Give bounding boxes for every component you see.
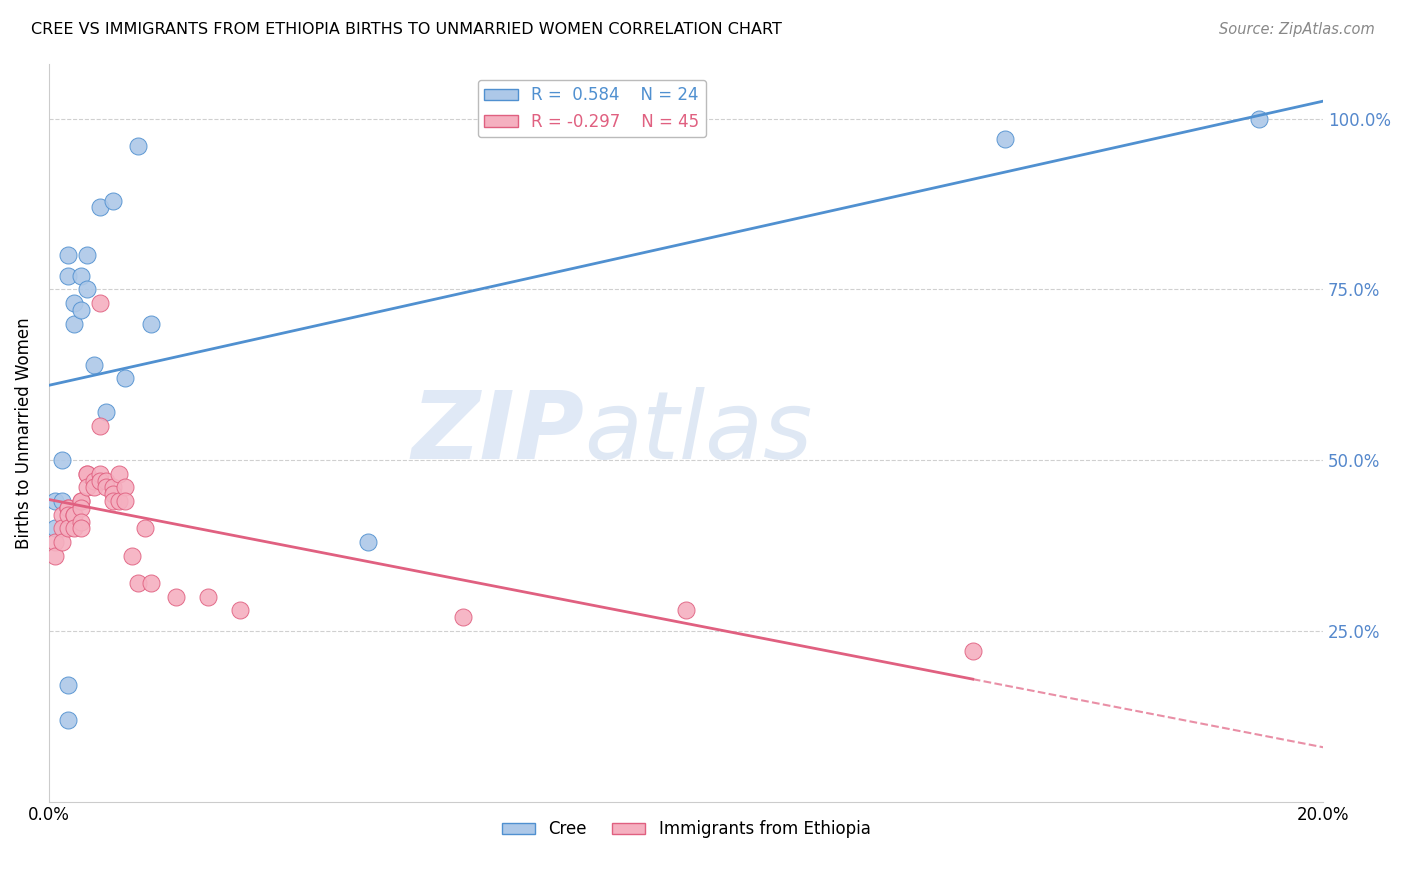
Point [139,317,162,331]
Point [96,480,118,494]
Point [96,405,118,419]
Point [134,521,156,535]
Point [89,201,111,215]
Legend: Cree, Immigrants from Ethiopia: Cree, Immigrants from Ethiopia [495,814,877,845]
Point [44,494,66,508]
Point [63,508,86,522]
Y-axis label: Births to Unmarried Women: Births to Unmarried Women [15,317,32,549]
Text: CREE VS IMMIGRANTS FROM ETHIOPIA BIRTHS TO UNMARRIED WOMEN CORRELATION CHART: CREE VS IMMIGRANTS FROM ETHIOPIA BIRTHS … [31,22,782,37]
Point [127,576,149,591]
Point [56,713,79,727]
Point [63,521,86,535]
Point [994,132,1017,146]
Point [197,590,219,604]
Point [121,549,143,563]
Point [114,494,136,508]
Point [56,521,79,535]
Point [56,500,79,515]
Point [451,610,474,624]
Point [63,317,86,331]
Point [51,508,73,522]
Point [76,248,98,262]
Point [101,480,124,494]
Point [101,494,124,508]
Point [76,467,98,481]
Point [51,521,73,535]
Point [356,535,378,549]
Point [69,500,91,515]
Point [108,494,131,508]
Point [96,474,118,488]
Point [83,358,105,372]
Point [114,480,136,494]
Point [56,508,79,522]
Point [69,521,91,535]
Point [56,248,79,262]
Point [51,453,73,467]
Point [69,515,91,529]
Point [101,487,124,501]
Point [101,194,124,208]
Point [44,549,66,563]
Point [127,139,149,153]
Point [69,494,91,508]
Text: atlas: atlas [583,387,813,478]
Point [56,500,79,515]
Point [1249,112,1271,126]
Point [76,467,98,481]
Text: ZIP: ZIP [411,387,583,479]
Point [76,480,98,494]
Point [139,576,162,591]
Point [89,296,111,310]
Point [83,480,105,494]
Point [83,474,105,488]
Point [108,467,131,481]
Point [165,590,187,604]
Point [69,302,91,317]
Point [56,678,79,692]
Point [89,419,111,434]
Point [63,296,86,310]
Point [44,535,66,549]
Point [229,603,252,617]
Point [44,521,66,535]
Point [51,494,73,508]
Point [114,371,136,385]
Point [89,467,111,481]
Point [63,508,86,522]
Point [51,535,73,549]
Point [76,282,98,296]
Point [89,474,111,488]
Point [56,268,79,283]
Point [69,268,91,283]
Text: Source: ZipAtlas.com: Source: ZipAtlas.com [1219,22,1375,37]
Point [962,644,984,658]
Point [69,494,91,508]
Point [675,603,697,617]
